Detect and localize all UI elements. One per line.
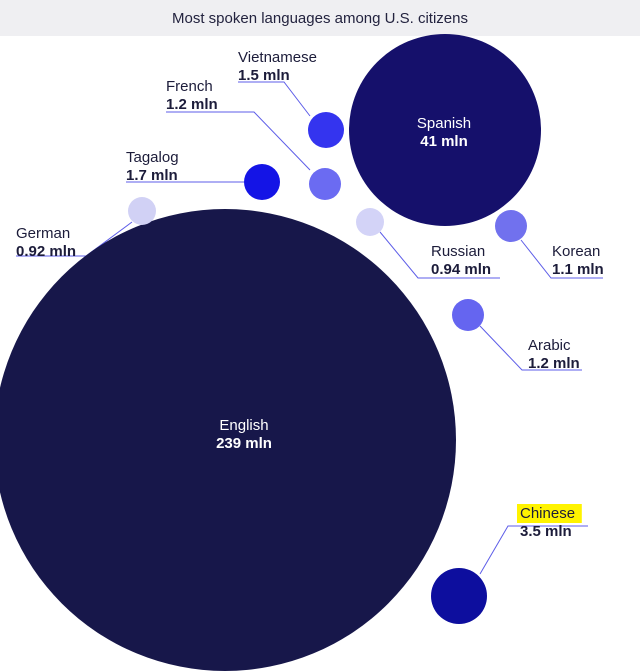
title-bar: Most spoken languages among U.S. citizen… bbox=[0, 0, 640, 36]
label-value-arabic: 1.2 mln bbox=[528, 355, 580, 372]
label-name-tagalog: Tagalog bbox=[126, 149, 179, 166]
leader-line-french bbox=[166, 111, 311, 171]
bubble-korean bbox=[495, 210, 527, 242]
label-name-korean: Korean bbox=[552, 243, 600, 260]
label-value-vietnamese: 1.5 mln bbox=[238, 67, 290, 84]
bubble-vietnamese bbox=[308, 112, 344, 148]
leader-line-korean bbox=[520, 239, 603, 279]
bubble-tagalog bbox=[244, 164, 280, 200]
label-value-chinese: 3.5 mln bbox=[520, 523, 572, 540]
highlight-chinese bbox=[517, 504, 582, 523]
bubble-french bbox=[309, 168, 341, 200]
chart-title: Most spoken languages among U.S. citizen… bbox=[172, 9, 468, 27]
label-value-german: 0.92 mln bbox=[16, 243, 76, 260]
label-name-russian: Russian bbox=[431, 243, 485, 260]
label-name-english: English bbox=[219, 417, 268, 434]
label-value-tagalog: 1.7 mln bbox=[126, 167, 178, 184]
label-value-spanish: 41 mln bbox=[420, 133, 468, 150]
label-value-korean: 1.1 mln bbox=[552, 261, 604, 278]
bubble-chinese bbox=[431, 568, 487, 624]
leader-line-russian bbox=[379, 231, 500, 279]
label-name-arabic: Arabic bbox=[528, 337, 571, 354]
leader-line-chinese bbox=[479, 525, 588, 575]
label-name-spanish: Spanish bbox=[417, 115, 471, 132]
label-value-russian: 0.94 mln bbox=[431, 261, 491, 278]
bubble-arabic bbox=[452, 299, 484, 331]
bubble-english bbox=[0, 209, 456, 671]
label-name-vietnamese: Vietnamese bbox=[238, 49, 317, 66]
leader-line-arabic bbox=[479, 325, 582, 371]
label-value-french: 1.2 mln bbox=[166, 96, 218, 113]
label-name-german: German bbox=[16, 225, 70, 242]
bubble-spanish bbox=[349, 34, 541, 226]
leader-line-vietnamese bbox=[238, 81, 311, 117]
bubble-russian bbox=[356, 208, 384, 236]
label-value-english: 239 mln bbox=[216, 435, 272, 452]
label-name-chinese: Chinese bbox=[520, 505, 575, 522]
bubble-german bbox=[128, 197, 156, 225]
label-name-french: French bbox=[166, 78, 213, 95]
